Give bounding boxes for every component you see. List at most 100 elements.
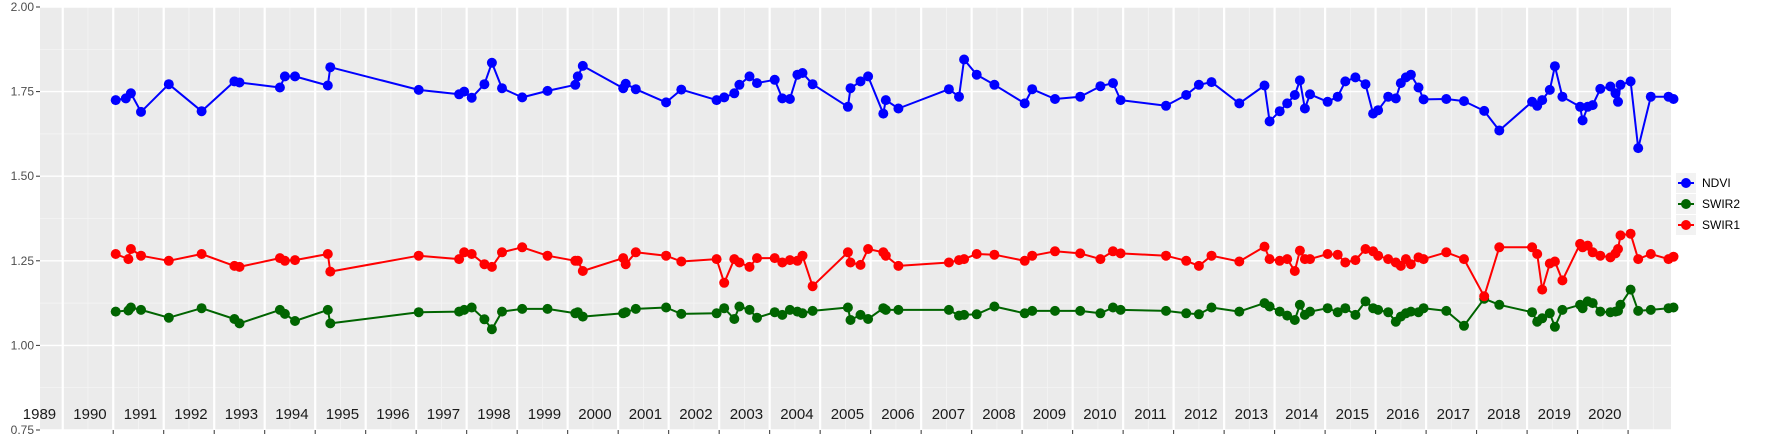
- y-tick-label: 1.75: [11, 85, 35, 99]
- point-swir1: [279, 255, 290, 266]
- point-ndvi: [497, 83, 507, 94]
- point-swir1: [1395, 260, 1406, 271]
- year-label: 2010: [1083, 406, 1116, 423]
- year-label: 2016: [1386, 406, 1419, 423]
- point-ndvi: [1332, 91, 1343, 102]
- year-label: 1989: [23, 406, 56, 423]
- point-swir1: [777, 257, 788, 268]
- point-ndvi: [1613, 96, 1623, 107]
- point-swir1: [842, 247, 853, 258]
- year-label: 2002: [679, 406, 712, 423]
- point-ndvi: [620, 78, 631, 89]
- point-swir2: [734, 301, 745, 312]
- point-ndvi: [729, 88, 740, 99]
- point-ndvi: [1605, 81, 1616, 92]
- point-ndvi: [630, 84, 641, 95]
- year-label: 2018: [1487, 406, 1520, 423]
- point-swir2: [1350, 309, 1361, 320]
- year-label: 1998: [477, 406, 510, 423]
- point-swir2: [1108, 302, 1118, 313]
- point-swir1: [845, 257, 856, 268]
- point-ndvi: [1413, 82, 1424, 93]
- point-swir1: [1193, 260, 1204, 271]
- point-ndvi: [1575, 101, 1586, 112]
- point-ndvi: [1544, 84, 1555, 95]
- y-tick-label: 1.00: [11, 338, 35, 352]
- point-swir1: [1549, 256, 1560, 267]
- point-swir1: [290, 255, 300, 266]
- series-layer: [110, 54, 1679, 335]
- year-label: 1992: [174, 406, 207, 423]
- year-label: 2020: [1588, 406, 1621, 423]
- point-swir1: [322, 249, 333, 259]
- grid-major: [40, 6, 1671, 431]
- point-swir2: [752, 312, 762, 323]
- point-ndvi: [1259, 80, 1270, 91]
- point-swir1: [1587, 247, 1598, 258]
- point-swir2: [1050, 305, 1060, 316]
- year-label: 1991: [124, 406, 157, 423]
- point-swir2: [1557, 304, 1568, 315]
- point-swir1: [454, 254, 465, 265]
- point-ndvi: [1095, 81, 1106, 92]
- point-ndvi: [570, 79, 581, 90]
- year-label: 1995: [326, 406, 359, 423]
- point-swir2: [1019, 308, 1030, 319]
- point-ndvi: [479, 79, 490, 90]
- point-swir1: [1479, 291, 1490, 302]
- point-swir1: [466, 249, 477, 259]
- point-ndvi: [1645, 91, 1656, 102]
- point-swir1: [1532, 249, 1543, 259]
- point-swir1: [1441, 247, 1452, 258]
- point-swir2: [1625, 284, 1636, 295]
- point-swir1: [1115, 248, 1126, 259]
- point-swir2: [863, 314, 874, 324]
- point-swir2: [1360, 296, 1371, 307]
- point-swir2: [1633, 305, 1644, 316]
- point-ndvi: [1050, 94, 1060, 104]
- point-swir2: [845, 315, 856, 325]
- point-swir2: [1373, 304, 1384, 315]
- point-ndvi: [1075, 91, 1086, 102]
- point-ndvi: [1557, 91, 1568, 102]
- point-swir1: [1405, 259, 1416, 270]
- legend-key-point: [1681, 178, 1691, 188]
- point-swir2: [719, 303, 730, 314]
- point-ndvi: [769, 74, 780, 85]
- point-swir2: [1383, 307, 1394, 318]
- point-swir1: [325, 266, 336, 277]
- point-swir2: [542, 303, 553, 314]
- point-ndvi: [1322, 96, 1333, 107]
- point-ndvi: [542, 85, 553, 96]
- point-ndvi: [1234, 98, 1245, 109]
- point-swir1: [1274, 255, 1285, 266]
- point-ndvi: [1206, 77, 1217, 88]
- y-tick-label: 2.00: [11, 0, 35, 14]
- point-swir2: [1577, 303, 1588, 314]
- point-swir1: [1234, 256, 1245, 267]
- point-swir2: [322, 304, 333, 315]
- point-swir1: [893, 260, 904, 271]
- point-swir1: [1615, 230, 1626, 241]
- point-ndvi: [1264, 116, 1275, 127]
- point-swir1: [880, 250, 891, 261]
- point-swir2: [1615, 299, 1626, 310]
- point-swir2: [290, 316, 300, 326]
- point-swir2: [661, 302, 672, 313]
- point-swir1: [1557, 275, 1568, 286]
- point-ndvi: [1027, 84, 1038, 95]
- point-ndvi: [676, 84, 687, 95]
- point-ndvi: [577, 60, 588, 71]
- point-swir2: [842, 302, 853, 313]
- point-swir2: [279, 308, 290, 319]
- point-swir1: [1595, 250, 1606, 261]
- point-swir2: [1459, 320, 1469, 331]
- point-swir2: [163, 312, 174, 323]
- point-swir2: [486, 324, 497, 335]
- point-ndvi: [734, 79, 745, 90]
- point-ndvi: [880, 95, 891, 106]
- point-ndvi: [661, 97, 672, 108]
- point-ndvi: [1340, 76, 1351, 87]
- point-ndvi: [1115, 95, 1126, 106]
- point-ndvi: [855, 76, 866, 87]
